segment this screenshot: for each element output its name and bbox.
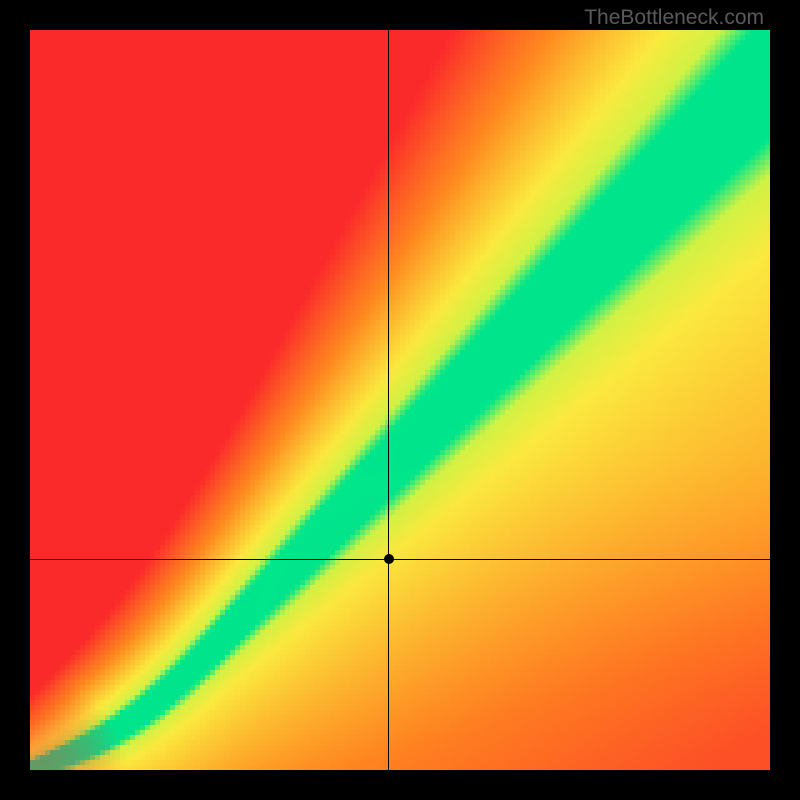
crosshair-marker [384, 554, 394, 564]
heatmap-canvas [30, 30, 770, 770]
heatmap-plot [30, 30, 770, 770]
crosshair-vertical [388, 30, 389, 770]
watermark-text: TheBottleneck.com [584, 6, 764, 30]
crosshair-horizontal [30, 559, 770, 560]
